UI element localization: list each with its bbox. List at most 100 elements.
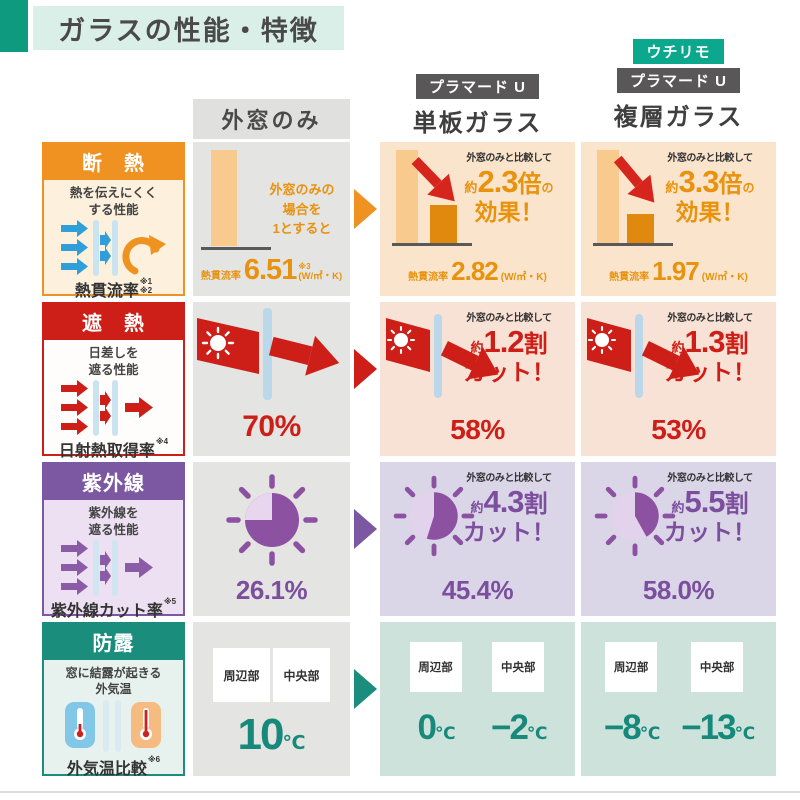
row-insulation-title: 断 熱 (44, 144, 183, 180)
row-insulation-label-card: 断 熱 熱を伝えにくく する性能 熱貫流率※1 ※2 (42, 142, 185, 300)
edge-temperature: 0℃ (417, 708, 455, 747)
row-uv-label-card: 紫外線 紫外線を 遮る性能 紫外線カット率※5 (42, 462, 185, 620)
spacer (185, 142, 193, 296)
condensation-double-cell: 周辺部 −8℃ 中央部 −13℃ (581, 622, 776, 776)
thermometers-icon (44, 697, 183, 755)
row-condensation-desc: 窓に結露が起きる 外気温 (65, 666, 162, 697)
condensation-single-cell: 周辺部 0℃ 中央部 −2℃ (380, 622, 575, 776)
baseline-bar (211, 150, 237, 246)
uv-single-cell: 外窓のみと比較して 約4.3割 カット！ 45.4% (380, 462, 575, 616)
right-arrow-icon (353, 349, 377, 389)
plamado-u-badge-2: プラマード U (616, 68, 740, 93)
bar-comparison-chart (593, 150, 685, 250)
column-header-outer: 外窓のみ (193, 99, 350, 139)
uv-outer-value: 26.1% (235, 575, 308, 605)
zone-chips: 周辺部 中央部 (193, 648, 350, 702)
row-shading-desc: 日差しを 遮る性能 (88, 346, 139, 377)
edge-temperature: −8℃ (603, 708, 660, 747)
bottom-divider (0, 791, 800, 793)
row-shading-metric: 日射熱取得率※4 (58, 436, 169, 460)
chart-baseline (201, 247, 271, 250)
shading-single-value: 58% (450, 414, 505, 445)
center-zone-pair: 中央部 −2℃ (491, 642, 547, 748)
plamado-u-badge: プラマード U (415, 74, 539, 99)
footnote-refs: ※4 (155, 436, 169, 446)
shading-single-cell: 外窓のみと比較して 約1.2割 カット！ 58% (380, 302, 575, 456)
footnote-refs: ※5 (163, 596, 177, 606)
heat-shading-arrows-icon (44, 379, 183, 437)
uv-double-cell: 外窓のみと比較して 約5.5割 カット！ 58.0% (581, 462, 776, 616)
insulation-double-cell: 外窓のみと比較して 約3.3倍の 効果！ 熱貫流率 1.97 (W/㎡・K) (581, 142, 776, 296)
center-temperature: −13℃ (681, 708, 755, 747)
spacer (185, 622, 193, 776)
down-arrow-icon (411, 156, 455, 202)
edge-zone-chip: 周辺部 (409, 642, 462, 692)
condensation-outer-cell: 周辺部 中央部 10℃ (193, 622, 350, 776)
cut-claim: 外窓のみと比較して 約1.3割 カット！ (664, 313, 756, 386)
row-condensation-label-card: 防露 窓に結露が起きる 外気温 外気温比較※6 (42, 622, 185, 778)
arrow-uv (350, 462, 380, 616)
center-zone-chip: 中央部 (492, 642, 545, 692)
insulation-single-cell: 外窓のみと比較して 約2.3倍の 効果！ 熱貫流率 2.82 (W/㎡・K) (380, 142, 575, 296)
bar-comparison-chart (392, 150, 484, 250)
shading-outer-cell: 70% (193, 302, 350, 456)
uv-double-value: 58.0% (642, 575, 715, 605)
outer-column-badge: 外窓のみ (193, 99, 350, 139)
edge-zone-chip: 周辺部 (605, 642, 658, 692)
column-header-double-glass: ウチリモ プラマード U 複層ガラス (581, 39, 776, 132)
center-temperature: −2℃ (491, 708, 547, 747)
row-condensation-metric: 外気温比較※6 (66, 755, 161, 779)
center-zone-pair: 中央部 −13℃ (681, 642, 755, 748)
shading-double-cell: 外窓のみと比較して 約1.3割 カット！ 53% (581, 302, 776, 456)
page-title-text: ガラスの性能・特徴 (58, 15, 319, 46)
cut-claim: 外窓のみと比較して 約1.2割 カット！ (463, 313, 555, 386)
cut-claim: 外窓のみと比較して 約4.3割 カット！ (463, 473, 555, 546)
footnote-refs: ※6 (147, 755, 161, 765)
baseline-note: 外窓のみの 場合を 1とすると (269, 182, 335, 236)
center-zone-chip: 中央部 (691, 642, 744, 692)
down-arrow-icon (613, 155, 655, 203)
row-condensation-title: 防露 (44, 624, 183, 660)
page-title: ガラスの性能・特徴 (33, 6, 344, 50)
title-accent-block (0, 0, 28, 52)
comparison-table: 断 熱 熱を伝えにくく する性能 熱貫流率※1 ※2 (42, 142, 776, 778)
center-zone-chip: 中央部 (273, 648, 330, 702)
edge-zone-pair: 周辺部 −8℃ (603, 642, 660, 748)
edge-zone-pair: 周辺部 0℃ (409, 642, 462, 748)
row-uv-desc: 紫外線を 遮る性能 (88, 506, 139, 537)
uv-outer-cell: 26.1% (193, 462, 350, 616)
row-insulation-metric: 熱貫流率※1 ※2 (74, 276, 153, 300)
edge-zone-chip: 周辺部 (213, 648, 270, 702)
spacer (185, 462, 193, 616)
sun-pie-icon (225, 474, 318, 566)
shading-outer-value: 70% (242, 410, 301, 443)
arrow-shading (350, 302, 380, 456)
spacer (185, 302, 193, 456)
column-header-single-glass: プラマード U 単板ガラス (380, 74, 575, 138)
arrow-insulation (350, 142, 380, 296)
right-arrow-icon (353, 509, 377, 549)
u-value-line: 熱貫流率 1.97 (W/㎡・K) (609, 256, 748, 286)
sun-arrow-cut-icon (386, 314, 499, 398)
u-value-line: 熱貫流率 2.82 (W/㎡・K) (408, 256, 547, 286)
double-glass-name: 複層ガラス (613, 104, 744, 131)
insulation-outer-cell: 外窓のみの 場合を 1とすると 熱貫流率 6.51 ※3 (W/㎡・K) (193, 142, 350, 296)
uchirimo-badge: ウチリモ (633, 39, 724, 64)
shading-double-value: 53% (651, 414, 706, 445)
effect-claim: 外窓のみと比較して 約3.3倍の 効果！ (665, 153, 755, 226)
row-shading-label-card: 遮 熱 日差しを 遮る性能 日射熱取得率※4 (42, 302, 185, 460)
effect-claim: 外窓のみと比較して 約2.3倍の 効果！ (464, 153, 554, 226)
outer-temperature: 10℃ (237, 710, 306, 759)
right-arrow-icon (353, 669, 377, 709)
sun-arrow-cut-icon (587, 314, 700, 398)
row-uv-metric: 紫外線カット率※5 (50, 596, 177, 620)
row-uv-title: 紫外線 (44, 464, 183, 500)
u-value-line: 熱貫流率 6.51 ※3 (W/㎡・K) (200, 254, 343, 286)
cut-claim: 外窓のみと比較して 約5.5割 カット！ (664, 473, 756, 546)
heat-insulation-arrows-icon (44, 219, 183, 277)
sun-pie-icon (594, 475, 676, 557)
row-shading-title: 遮 熱 (44, 304, 183, 340)
arrow-condensation (350, 622, 380, 776)
row-insulation-desc: 熱を伝えにくく する性能 (69, 186, 158, 217)
uv-arrows-icon (44, 539, 183, 597)
